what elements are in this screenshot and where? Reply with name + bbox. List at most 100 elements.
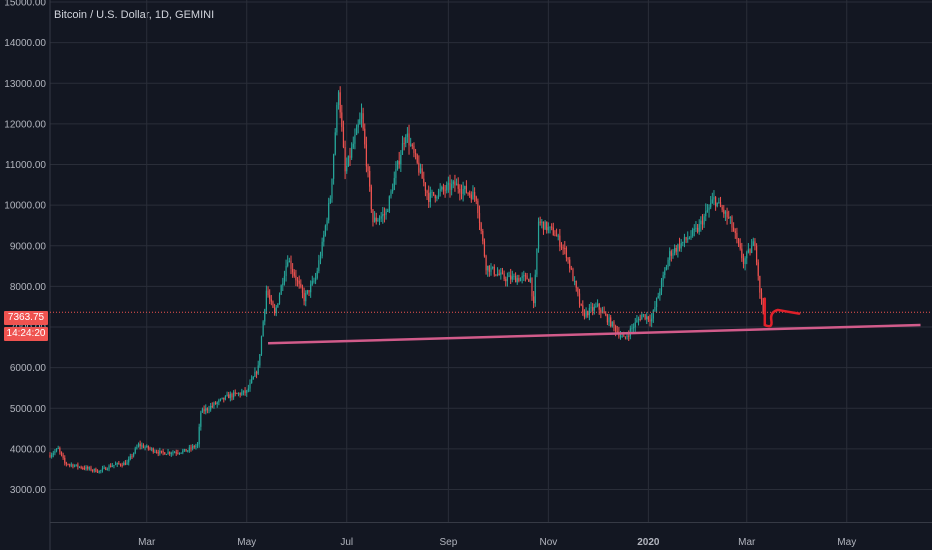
candle-body [364,128,366,145]
candle-body [536,248,538,275]
candle-body [208,409,210,411]
y-tick-label: 9000.00 [10,241,47,252]
candle-body [333,154,335,179]
y-tick-label: 3000.00 [10,485,47,496]
candle-body [519,278,522,282]
candle-body [119,463,122,466]
candle-body [323,235,325,242]
candle-body [355,127,358,135]
candle-body [659,291,661,296]
y-tick-label: 8000.00 [10,282,47,293]
candle-body [90,467,92,471]
candle-body [716,202,718,207]
candle-body [396,160,399,170]
candle-body [723,209,725,214]
x-tick-label: May [837,537,856,548]
candle-body [680,242,682,249]
candle-body [713,197,715,200]
candle-body [516,278,518,283]
candle-body [80,466,82,468]
candle-body [416,154,418,163]
candle-body [52,453,54,455]
candle-body [262,321,264,337]
candle-body [98,470,100,473]
candle-body [614,325,617,332]
candle-body [605,313,607,316]
candle-body [690,235,692,238]
candle-body [598,303,600,310]
support-trendline [268,323,921,345]
candle-body [352,143,354,148]
candle-body [701,220,704,225]
candle-body [241,392,243,395]
candle-body [255,371,258,374]
candle-body [234,392,236,394]
candle-body [621,335,623,337]
candle-body [749,249,751,253]
candle-body [146,445,148,448]
candle-body [395,169,397,179]
candle-body [192,446,194,449]
candle-body [570,268,572,270]
candle-body [487,265,489,271]
candle-body [124,462,127,465]
candle-countdown-label: 14:24:20 [4,327,48,341]
candle-body [300,283,302,287]
candle-body [169,451,171,454]
candle-body [647,316,649,320]
candle-body [670,251,672,256]
candle-body [649,319,651,322]
candle-body [211,405,213,407]
candle-body [201,408,204,413]
x-tick-label: Sep [439,537,457,548]
candle-body [401,143,404,155]
candle-body [95,468,97,472]
candle-body [480,223,482,231]
y-tick-label: 14000.00 [4,38,46,49]
candle-body [554,235,556,237]
candle-body [111,465,113,467]
candle-body [75,464,77,466]
candle-body [472,192,474,200]
candle-body [633,327,635,329]
candle-body [490,267,492,272]
candle-body [592,307,594,311]
candle-body [611,321,613,327]
candle-body [572,269,574,282]
candle-body [144,447,146,449]
candle-body [388,196,390,212]
candle-body [342,126,345,148]
candle-body [293,272,295,276]
candle-body [172,452,174,454]
candle-body [688,237,690,239]
candle-body [439,189,441,191]
candle-body [72,464,74,467]
candle-body [755,245,758,263]
candle-body [347,155,349,167]
candle-body [672,253,674,256]
candle-body [329,198,331,203]
candle-body [462,189,464,194]
candle-body [219,398,222,401]
candle-body [337,92,340,106]
candle-body [575,280,577,288]
candle-body [737,239,740,244]
candle-body [270,299,272,302]
candle-body [149,448,151,450]
candle-body [177,452,179,454]
candle-body [508,275,510,278]
candle-body [242,390,245,393]
candle-body [488,265,490,272]
candle-body [210,405,212,410]
candle-body [60,451,63,455]
candle-body [518,278,520,282]
candle-body [695,227,697,229]
candle-body [83,468,86,470]
candle-body [542,221,545,230]
x-tick-label: May [237,537,256,548]
candle-body [529,277,531,282]
candle-body [159,450,161,454]
y-tick-label: 13000.00 [4,79,46,90]
candle-body [393,178,395,191]
